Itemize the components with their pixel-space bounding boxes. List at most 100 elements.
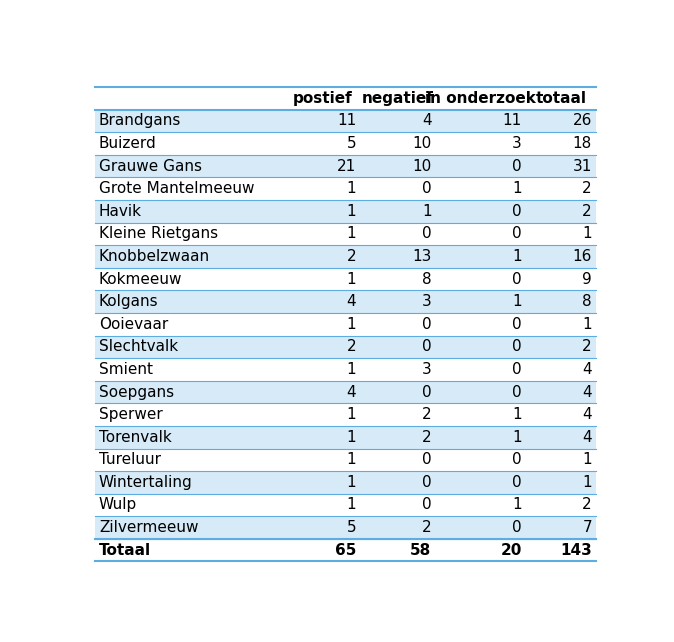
Text: 4: 4 — [346, 385, 357, 399]
Text: 0: 0 — [422, 498, 431, 512]
Text: 0: 0 — [512, 362, 522, 377]
Text: 1: 1 — [346, 204, 357, 219]
Text: 1: 1 — [346, 475, 357, 490]
Text: 1: 1 — [346, 362, 357, 377]
Text: 4: 4 — [422, 114, 431, 128]
Text: 1: 1 — [582, 453, 592, 467]
Bar — [94, 200, 596, 223]
Text: 0: 0 — [422, 453, 431, 467]
Text: 65: 65 — [335, 542, 357, 558]
Bar — [94, 87, 596, 110]
Text: 31: 31 — [573, 159, 592, 173]
Text: 4: 4 — [582, 429, 592, 445]
Text: 58: 58 — [410, 542, 431, 558]
Bar — [94, 177, 596, 200]
Text: 2: 2 — [582, 204, 592, 219]
Text: 20: 20 — [500, 542, 522, 558]
Text: Wulp: Wulp — [99, 498, 137, 512]
Text: 1: 1 — [512, 249, 522, 264]
Text: 26: 26 — [573, 114, 592, 128]
Text: 1: 1 — [422, 204, 431, 219]
Text: 2: 2 — [582, 498, 592, 512]
Text: 0: 0 — [512, 453, 522, 467]
Bar — [94, 110, 596, 132]
Bar — [94, 290, 596, 313]
Text: 13: 13 — [412, 249, 431, 264]
Bar — [94, 426, 596, 449]
Text: 0: 0 — [422, 181, 431, 196]
Bar — [94, 403, 596, 426]
Text: 3: 3 — [422, 362, 431, 377]
Text: 0: 0 — [422, 385, 431, 399]
Text: 4: 4 — [582, 362, 592, 377]
Bar — [94, 471, 596, 494]
Text: 2: 2 — [346, 249, 357, 264]
Text: 1: 1 — [582, 475, 592, 490]
Text: 2: 2 — [582, 181, 592, 196]
Text: Slechtvalk: Slechtvalk — [99, 340, 178, 354]
Text: 2: 2 — [422, 407, 431, 422]
Text: Kokmeeuw: Kokmeeuw — [99, 272, 183, 286]
Text: Grote Mantelmeeuw: Grote Mantelmeeuw — [99, 181, 254, 196]
Text: 4: 4 — [346, 294, 357, 309]
Bar — [94, 245, 596, 268]
Bar — [94, 539, 596, 562]
Text: Brandgans: Brandgans — [99, 114, 181, 128]
Text: 1: 1 — [512, 429, 522, 445]
Text: 4: 4 — [582, 385, 592, 399]
Text: Torenvalk: Torenvalk — [99, 429, 172, 445]
Text: 0: 0 — [512, 317, 522, 332]
Text: 9: 9 — [582, 272, 592, 286]
Text: 143: 143 — [560, 542, 592, 558]
Text: 1: 1 — [346, 272, 357, 286]
Text: 8: 8 — [422, 272, 431, 286]
Text: 3: 3 — [422, 294, 431, 309]
Text: Knobbelzwaan: Knobbelzwaan — [99, 249, 210, 264]
Bar — [94, 268, 596, 290]
Text: Tureluur: Tureluur — [99, 453, 161, 467]
Text: 1: 1 — [582, 227, 592, 241]
Text: 11: 11 — [337, 114, 357, 128]
Bar — [94, 132, 596, 155]
Text: 1: 1 — [346, 227, 357, 241]
Bar — [94, 358, 596, 381]
Text: 3: 3 — [512, 136, 522, 151]
Text: postief: postief — [293, 91, 353, 106]
Bar — [94, 336, 596, 358]
Text: 1: 1 — [512, 407, 522, 422]
Text: 10: 10 — [412, 136, 431, 151]
Text: 0: 0 — [512, 227, 522, 241]
Text: 0: 0 — [422, 340, 431, 354]
Text: Wintertaling: Wintertaling — [99, 475, 193, 490]
Text: 2: 2 — [422, 520, 431, 535]
Text: 5: 5 — [346, 136, 357, 151]
Text: 0: 0 — [512, 204, 522, 219]
Text: 0: 0 — [512, 520, 522, 535]
Bar — [94, 494, 596, 516]
Text: totaal: totaal — [536, 91, 586, 106]
Text: Grauwe Gans: Grauwe Gans — [99, 159, 202, 173]
Text: 11: 11 — [503, 114, 522, 128]
Text: 0: 0 — [512, 475, 522, 490]
Text: 4: 4 — [582, 407, 592, 422]
Text: 0: 0 — [422, 317, 431, 332]
Text: Kleine Rietgans: Kleine Rietgans — [99, 227, 218, 241]
Text: 7: 7 — [582, 520, 592, 535]
Text: 1: 1 — [346, 453, 357, 467]
Text: Zilvermeeuw: Zilvermeeuw — [99, 520, 198, 535]
Bar — [94, 155, 596, 177]
Text: Buizerd: Buizerd — [99, 136, 156, 151]
Text: 1: 1 — [346, 407, 357, 422]
Text: 2: 2 — [582, 340, 592, 354]
Text: 1: 1 — [346, 429, 357, 445]
Text: 0: 0 — [512, 340, 522, 354]
Text: 21: 21 — [337, 159, 357, 173]
Text: Sperwer: Sperwer — [99, 407, 162, 422]
Text: 2: 2 — [422, 429, 431, 445]
Text: negatief: negatief — [362, 91, 434, 106]
Bar — [94, 449, 596, 471]
Text: 0: 0 — [422, 475, 431, 490]
Text: Kolgans: Kolgans — [99, 294, 158, 309]
Text: in onderzoek: in onderzoek — [425, 91, 537, 106]
Text: 1: 1 — [346, 317, 357, 332]
